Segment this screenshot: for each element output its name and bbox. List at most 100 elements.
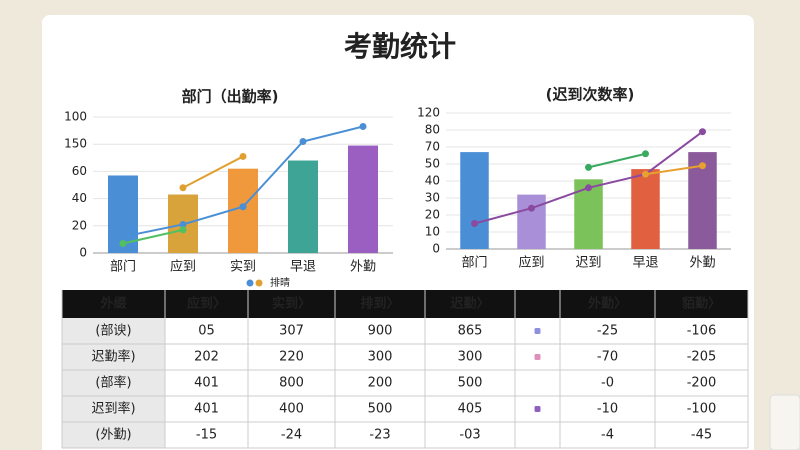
table-cell: -4 — [601, 428, 614, 443]
line-point — [699, 128, 706, 136]
x-tick-label: 外勤 — [689, 256, 715, 271]
table-cell: 300 — [368, 350, 393, 365]
table-cell: 200 — [368, 376, 393, 391]
table-cell: -200 — [687, 376, 717, 391]
table-cell: -10 — [597, 402, 618, 417]
line-point — [585, 163, 592, 171]
line-point — [179, 226, 187, 234]
chart-title: (迟到次数率) — [546, 86, 635, 104]
line-point — [179, 220, 187, 228]
table-cell: -45 — [691, 428, 712, 443]
table-header-cell: 应到〉 — [187, 296, 226, 312]
row-marker — [534, 406, 541, 412]
line-series — [588, 152, 646, 169]
table-cell: 202 — [194, 350, 219, 365]
line-point — [642, 170, 649, 178]
table-header-cell: 貊勤〉 — [681, 296, 721, 312]
page-title: 考勤统计 — [344, 30, 456, 63]
table-header-bg — [62, 290, 748, 318]
table-cell: 405 — [458, 402, 483, 417]
x-tick-label: 早退 — [632, 256, 658, 271]
table-cell: 401 — [194, 376, 219, 391]
line-point — [179, 184, 187, 192]
table-header-cell: 外缀 — [99, 296, 127, 312]
y-tick-label: 10 — [425, 225, 440, 239]
x-tick-label: 应到 — [170, 259, 196, 275]
row-marker — [534, 328, 541, 334]
table-cell: -0 — [601, 376, 614, 391]
x-tick-label: 应到 — [518, 255, 544, 271]
line-point — [299, 137, 307, 145]
table-cell: -25 — [597, 324, 618, 339]
table-cell: 220 — [279, 350, 304, 365]
y-tick-label: 80 — [425, 123, 440, 137]
x-tick-label: 部门 — [461, 256, 487, 271]
y-tick-label: 20 — [72, 218, 87, 232]
bar — [631, 169, 660, 249]
x-tick-label: 外勤 — [350, 260, 376, 275]
table-cell: 05 — [198, 324, 215, 339]
legend-label: 排晴 — [270, 276, 290, 289]
line-series — [182, 155, 244, 189]
bar — [348, 145, 378, 253]
table-cell: -100 — [687, 402, 717, 417]
line-point — [119, 239, 127, 247]
line-point — [528, 204, 535, 212]
table-cell: 迟勤率) — [91, 349, 135, 365]
table-cell: -03 — [459, 428, 480, 443]
y-tick-label: 0 — [79, 246, 87, 260]
table-cell: -23 — [369, 428, 390, 443]
y-tick-label: 40 — [425, 174, 440, 188]
line-point — [239, 203, 247, 211]
x-tick-label: 迟到 — [575, 256, 601, 271]
line-point — [239, 152, 247, 160]
line-point — [119, 233, 127, 241]
table-cell: (外勤) — [95, 428, 131, 443]
table-header-cell: 外勤〉 — [587, 296, 627, 312]
line-point — [699, 162, 706, 170]
table-cell: 迟到率) — [91, 401, 135, 417]
table-cell: 401 — [194, 402, 219, 417]
table-cell: -106 — [687, 324, 717, 339]
bar — [288, 160, 318, 253]
line-point — [642, 150, 649, 158]
table-cell: (部谀) — [95, 324, 131, 339]
table-cell: 800 — [279, 376, 304, 391]
legend-swatch — [255, 279, 263, 287]
table-cell: (部率) — [95, 375, 131, 391]
table-cell: -24 — [281, 428, 302, 443]
bar — [517, 194, 546, 249]
y-tick-label: 0 — [432, 242, 440, 256]
table-header-cell: 排到〉 — [360, 296, 399, 312]
bar — [228, 168, 258, 253]
y-tick-label: 70 — [425, 140, 440, 154]
x-tick-label: 实到 — [230, 260, 256, 275]
y-tick-label: 20 — [425, 208, 440, 222]
y-tick-label: 150 — [64, 137, 87, 151]
y-tick-label: 50 — [425, 157, 440, 171]
y-tick-label: 60 — [72, 164, 87, 178]
table-cell: -70 — [597, 350, 618, 365]
table-cell: 400 — [279, 402, 304, 417]
y-tick-label: 40 — [72, 191, 87, 205]
table-cell: 865 — [458, 324, 483, 339]
table-cell: -205 — [687, 350, 717, 365]
table-cell: 500 — [458, 376, 483, 391]
chart-title: 部门（出勤率) — [182, 88, 279, 106]
table-cell: 307 — [279, 324, 304, 339]
y-tick-label: 100 — [64, 110, 87, 124]
bar — [460, 152, 489, 249]
line-series — [645, 164, 703, 176]
table-first-col-bg — [62, 318, 165, 448]
y-tick-label: 120 — [417, 106, 440, 120]
side-panel — [769, 394, 800, 450]
table-cell: -15 — [196, 428, 217, 443]
card — [42, 15, 754, 450]
table-header-cell: 实到〉 — [272, 296, 311, 312]
x-tick-label: 早退 — [290, 260, 316, 275]
x-tick-label: 部门 — [110, 260, 136, 275]
table-cell: 900 — [368, 324, 393, 339]
line-series — [122, 228, 184, 245]
line-point — [359, 123, 367, 131]
